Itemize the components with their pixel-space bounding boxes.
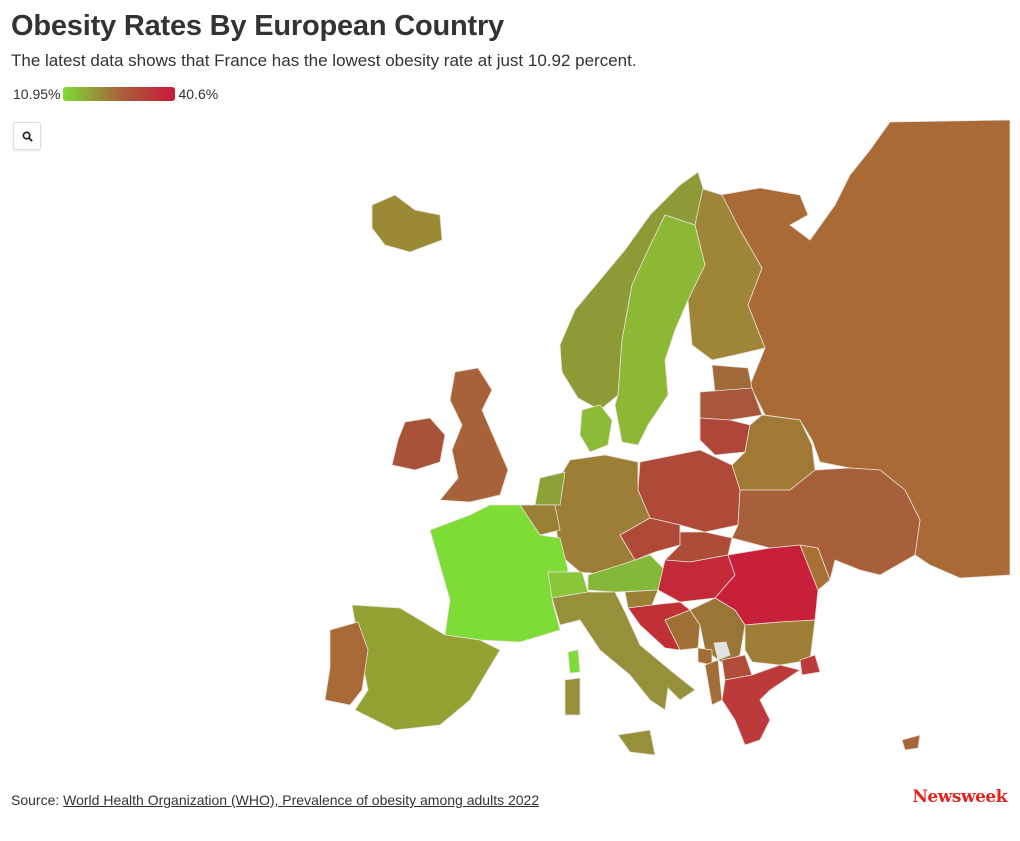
chart-title: Obesity Rates By European Country: [11, 10, 504, 42]
source-prefix: Source:: [11, 792, 64, 808]
legend-min-label: 10.95%: [13, 86, 61, 102]
region-italy[interactable]: [551, 591, 696, 711]
region-netherlands[interactable]: [534, 471, 566, 506]
source-note: Source: World Health Organization (WHO),…: [11, 792, 539, 808]
region-portugal[interactable]: [324, 621, 369, 706]
region-sweden[interactable]: [614, 214, 706, 446]
region-turkey-thrace[interactable]: [799, 654, 821, 676]
region-albania[interactable]: [704, 659, 723, 706]
region-uk[interactable]: [439, 367, 509, 503]
region-denmark[interactable]: [579, 404, 613, 453]
region-montenegro[interactable]: [697, 647, 713, 666]
newsweek-logo[interactable]: Newsweek: [912, 787, 1007, 807]
region-sicily[interactable]: [617, 729, 656, 756]
region-kosovo[interactable]: [713, 641, 731, 661]
region-greece[interactable]: [721, 664, 801, 746]
source-link[interactable]: World Health Organization (WHO), Prevale…: [63, 792, 540, 808]
search-icon: [22, 131, 33, 142]
color-legend: 10.95% 40.6%: [13, 86, 218, 102]
europe-map[interactable]: [0, 115, 1020, 765]
region-iceland[interactable]: [371, 194, 443, 253]
region-latvia[interactable]: [699, 387, 763, 421]
region-france[interactable]: [429, 504, 569, 643]
region-ukraine[interactable]: [731, 467, 921, 582]
chart-subtitle: The latest data shows that France has th…: [11, 51, 637, 70]
region-cyprus[interactable]: [901, 734, 921, 751]
region-spain[interactable]: [351, 604, 501, 731]
region-lithuania[interactable]: [699, 417, 751, 456]
region-corsica[interactable]: [567, 649, 581, 674]
zoom-button[interactable]: [13, 122, 41, 150]
region-ireland[interactable]: [391, 417, 446, 471]
region-estonia[interactable]: [711, 364, 753, 393]
region-bosnia[interactable]: [664, 609, 701, 651]
region-serbia[interactable]: [689, 597, 746, 666]
region-sardinia[interactable]: [564, 677, 581, 716]
legend-gradient-bar: [63, 87, 176, 101]
region-bulgaria[interactable]: [744, 619, 816, 666]
legend-max-label: 40.6%: [178, 86, 219, 102]
